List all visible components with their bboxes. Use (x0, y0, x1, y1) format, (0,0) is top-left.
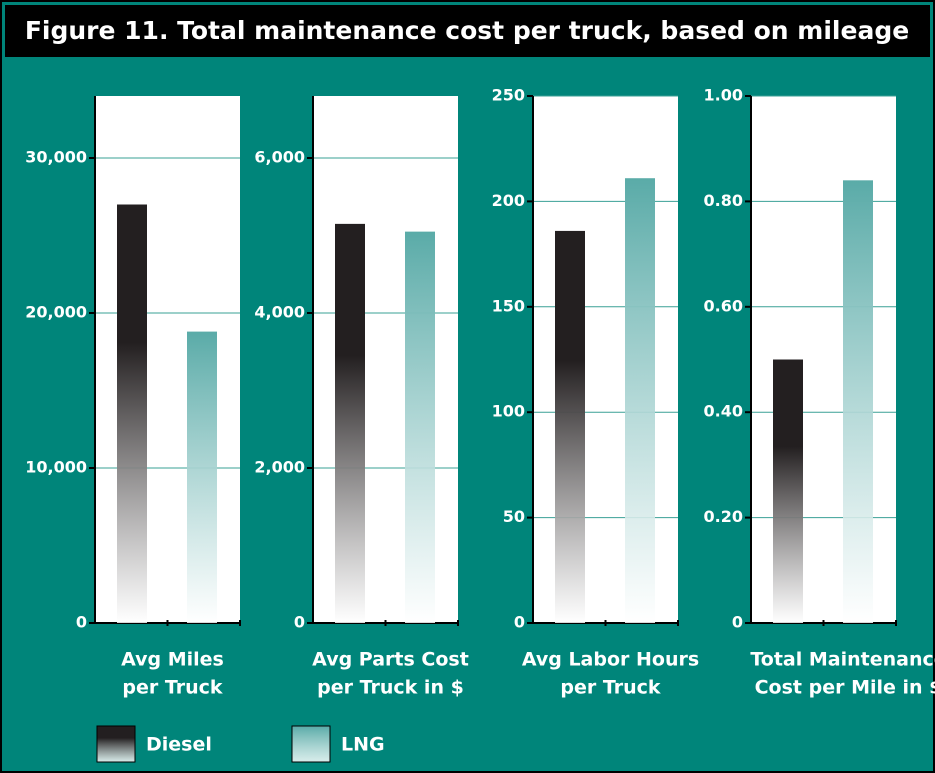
y-tick-label: 0.80 (704, 191, 743, 210)
bar (187, 331, 217, 623)
y-tick-label: 0.40 (704, 402, 743, 421)
y-tick-label: 20,000 (25, 303, 87, 322)
y-tick-label: 0 (294, 613, 305, 632)
y-tick-label: 10,000 (25, 458, 87, 477)
bar (117, 204, 147, 623)
legend-swatch (291, 725, 331, 763)
y-tick-label: 150 (492, 296, 525, 315)
y-tick-label: 0 (76, 613, 87, 632)
x-axis-label: Avg Labor Hours (522, 649, 699, 671)
y-tick-label: 1.00 (704, 86, 743, 105)
x-axis-label: Avg Miles (121, 649, 224, 671)
y-tick-label: 2,000 (254, 458, 305, 477)
bar (405, 231, 435, 623)
x-axis-label: Cost per Mile in $ (755, 677, 935, 699)
bar (335, 223, 365, 623)
y-tick-label: 250 (492, 86, 525, 105)
x-axis-label: Avg Parts Cost (312, 649, 469, 671)
plot-area (533, 96, 678, 623)
x-axis-label: per Truck (560, 677, 661, 699)
bar (555, 230, 585, 624)
chart-title: Figure 11. Total maintenance cost per tr… (25, 16, 909, 45)
x-axis-label: per Truck in $ (317, 677, 464, 699)
x-axis-label: Total Maintenance (750, 649, 935, 671)
y-tick-label: 30,000 (25, 148, 87, 167)
y-tick-label: 4,000 (254, 303, 305, 322)
plot-area (751, 96, 896, 623)
legend-swatch (96, 725, 136, 763)
y-tick-label: 0.20 (704, 507, 743, 526)
x-axis-label: per Truck (122, 677, 223, 699)
y-tick-label: 100 (492, 402, 525, 421)
bar (843, 180, 873, 623)
bar (625, 178, 655, 623)
title-bar (5, 5, 930, 57)
y-tick-label: 0.60 (704, 296, 743, 315)
legend-label: Diesel (146, 734, 212, 756)
plot-area (313, 96, 458, 623)
y-tick-label: 200 (492, 191, 525, 210)
bar (773, 359, 803, 623)
y-tick-label: 0 (514, 613, 525, 632)
y-tick-label: 6,000 (254, 148, 305, 167)
plot-area (95, 96, 240, 623)
y-tick-label: 0 (732, 613, 743, 632)
y-tick-label: 50 (503, 507, 525, 526)
legend-label: LNG (341, 734, 385, 756)
